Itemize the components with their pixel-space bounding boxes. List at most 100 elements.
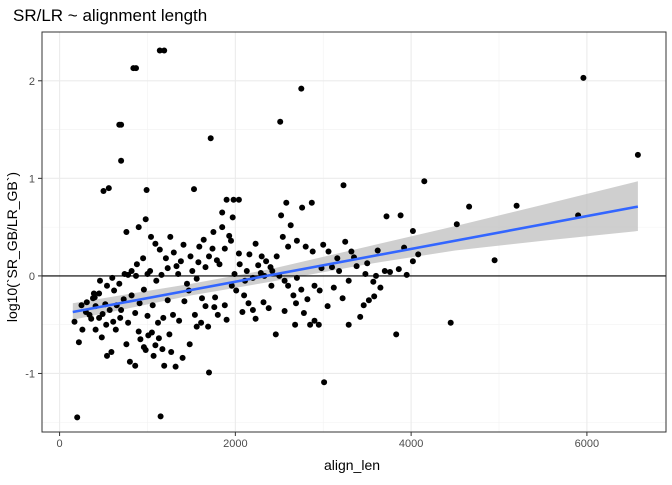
data-point	[109, 274, 116, 281]
data-point	[211, 304, 218, 311]
data-point	[170, 311, 176, 318]
data-point	[104, 352, 110, 359]
data-point	[186, 341, 193, 348]
data-point	[135, 328, 142, 335]
data-point	[302, 243, 309, 250]
data-point	[395, 266, 402, 273]
data-point	[98, 334, 105, 341]
data-point	[207, 135, 214, 142]
data-point	[189, 268, 196, 274]
data-point	[155, 319, 161, 326]
data-point	[252, 240, 259, 247]
data-point	[126, 358, 133, 365]
data-point	[339, 295, 346, 302]
data-point	[161, 47, 168, 54]
data-point	[118, 121, 125, 128]
data-point	[118, 307, 125, 313]
data-point	[230, 196, 237, 203]
data-point	[365, 297, 372, 304]
data-point	[223, 196, 230, 203]
data-point	[252, 315, 259, 322]
data-point	[135, 224, 142, 231]
data-point	[150, 352, 157, 359]
data-point	[144, 271, 151, 277]
data-point	[293, 274, 300, 281]
data-point	[278, 212, 285, 219]
data-point	[170, 249, 177, 256]
data-point	[167, 233, 174, 240]
data-point	[235, 250, 242, 257]
data-point	[158, 271, 165, 278]
data-point	[155, 335, 162, 342]
data-point	[142, 216, 149, 223]
data-point	[316, 287, 323, 294]
data-point	[371, 293, 378, 300]
data-point	[90, 290, 97, 297]
data-point	[164, 297, 171, 304]
data-point	[179, 354, 186, 361]
data-point	[345, 277, 352, 284]
data-point	[173, 263, 180, 270]
data-point	[348, 248, 355, 255]
panel-border	[41, 31, 667, 433]
data-point	[281, 277, 288, 284]
data-point	[136, 300, 143, 307]
data-point	[299, 204, 306, 211]
data-point	[221, 245, 228, 252]
data-point	[123, 229, 130, 235]
data-point	[112, 326, 119, 333]
data-point	[362, 271, 369, 277]
data-point	[357, 313, 364, 320]
data-point	[265, 305, 272, 312]
data-point	[634, 151, 641, 158]
data-point	[311, 317, 318, 324]
x-tick-label: 4000	[399, 438, 423, 450]
data-point	[513, 202, 520, 209]
data-point	[116, 280, 123, 287]
y-axis-title: log10(`SR_GB/LR_GB`)	[4, 172, 20, 322]
data-point	[176, 317, 183, 324]
data-point	[71, 318, 78, 325]
data-point	[334, 255, 341, 262]
data-point	[187, 253, 194, 260]
data-point	[393, 331, 400, 338]
data-point	[79, 326, 86, 333]
data-point	[353, 263, 360, 270]
data-point	[285, 282, 292, 289]
data-point	[153, 277, 160, 284]
data-point	[195, 259, 202, 266]
data-point	[144, 312, 151, 319]
data-point	[219, 209, 226, 216]
data-point	[128, 292, 135, 299]
data-point	[161, 362, 168, 369]
x-axis-ticks: 0 2000 4000 6000	[57, 432, 599, 450]
data-point	[117, 314, 124, 321]
fit-line	[72, 205, 639, 314]
data-point	[120, 296, 127, 303]
data-point	[202, 303, 209, 310]
data-point	[320, 241, 327, 248]
data-point	[74, 414, 81, 421]
data-point	[268, 282, 275, 289]
data-point	[298, 85, 305, 92]
data-point	[342, 238, 349, 245]
data-point	[152, 342, 159, 349]
data-point	[283, 199, 290, 206]
data-point	[133, 65, 139, 72]
data-point	[279, 233, 286, 240]
data-point	[172, 363, 179, 370]
data-point	[168, 349, 175, 355]
data-point	[111, 287, 118, 294]
data-point	[229, 214, 236, 221]
chart-title: SR/LR ~ alignment length	[13, 6, 207, 25]
data-point	[206, 369, 212, 376]
data-point	[162, 255, 169, 262]
data-point	[104, 282, 110, 289]
data-point	[99, 311, 106, 317]
data-point	[78, 302, 85, 309]
data-point	[277, 118, 284, 125]
data-point	[140, 286, 147, 293]
data-point	[143, 187, 150, 193]
data-point	[125, 319, 132, 326]
